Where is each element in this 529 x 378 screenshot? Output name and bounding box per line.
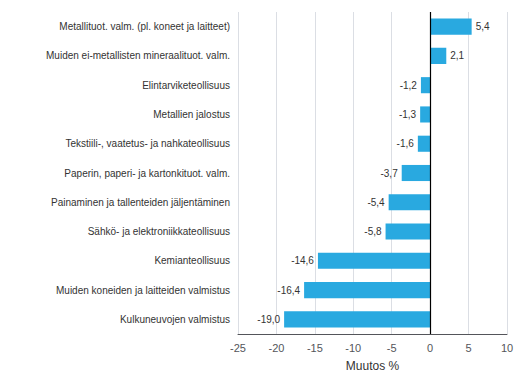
svg-text:-5,8: -5,8 [364, 226, 382, 237]
svg-text:-10: -10 [345, 342, 361, 354]
svg-text:-25: -25 [230, 342, 246, 354]
svg-text:-5: -5 [387, 342, 397, 354]
svg-text:5,4: 5,4 [476, 21, 490, 32]
svg-text:-14,6: -14,6 [291, 255, 314, 266]
svg-text:Painaminen ja tallenteiden jäl: Painaminen ja tallenteiden jäljentäminen [51, 197, 230, 208]
svg-text:Tekstiili-, vaatetus- ja nahka: Tekstiili-, vaatetus- ja nahkateollisuus [65, 138, 230, 149]
svg-text:5: 5 [466, 342, 472, 354]
svg-text:Muiden ei-metallisten mineraal: Muiden ei-metallisten mineraalituot. val… [46, 50, 230, 61]
svg-text:-19,0: -19,0 [257, 314, 280, 325]
svg-text:Metallien jalostus: Metallien jalostus [153, 109, 230, 120]
svg-text:-15: -15 [307, 342, 323, 354]
svg-text:-1,2: -1,2 [400, 80, 418, 91]
svg-text:0: 0 [427, 342, 433, 354]
svg-text:-1,3: -1,3 [399, 109, 417, 120]
svg-text:-16,4: -16,4 [277, 285, 300, 296]
svg-text:Sähkö- ja elektroniikkateollis: Sähkö- ja elektroniikkateollisuus [88, 226, 230, 237]
svg-text:10: 10 [501, 342, 513, 354]
svg-text:-1,6: -1,6 [397, 138, 415, 149]
svg-text:Muiden koneiden ja laitteiden: Muiden koneiden ja laitteiden valmistus [56, 285, 230, 296]
svg-text:-20: -20 [268, 342, 284, 354]
svg-text:-5,4: -5,4 [367, 197, 385, 208]
svg-text:Paperin, paperi- ja kartonkitu: Paperin, paperi- ja kartonkituot. valm. [64, 168, 230, 179]
svg-text:Elintarviketeollisuus: Elintarviketeollisuus [142, 80, 230, 91]
svg-text:2,1: 2,1 [450, 50, 464, 61]
svg-text:Kemianteollisuus: Kemianteollisuus [154, 255, 230, 266]
svg-text:-3,7: -3,7 [380, 168, 398, 179]
svg-text:Metallituot. valm. (pl. koneet: Metallituot. valm. (pl. koneet ja laitte… [59, 21, 230, 32]
svg-text:Kulkuneuvojen valmistus: Kulkuneuvojen valmistus [120, 314, 230, 325]
svg-text:Muutos %: Muutos % [346, 359, 400, 373]
